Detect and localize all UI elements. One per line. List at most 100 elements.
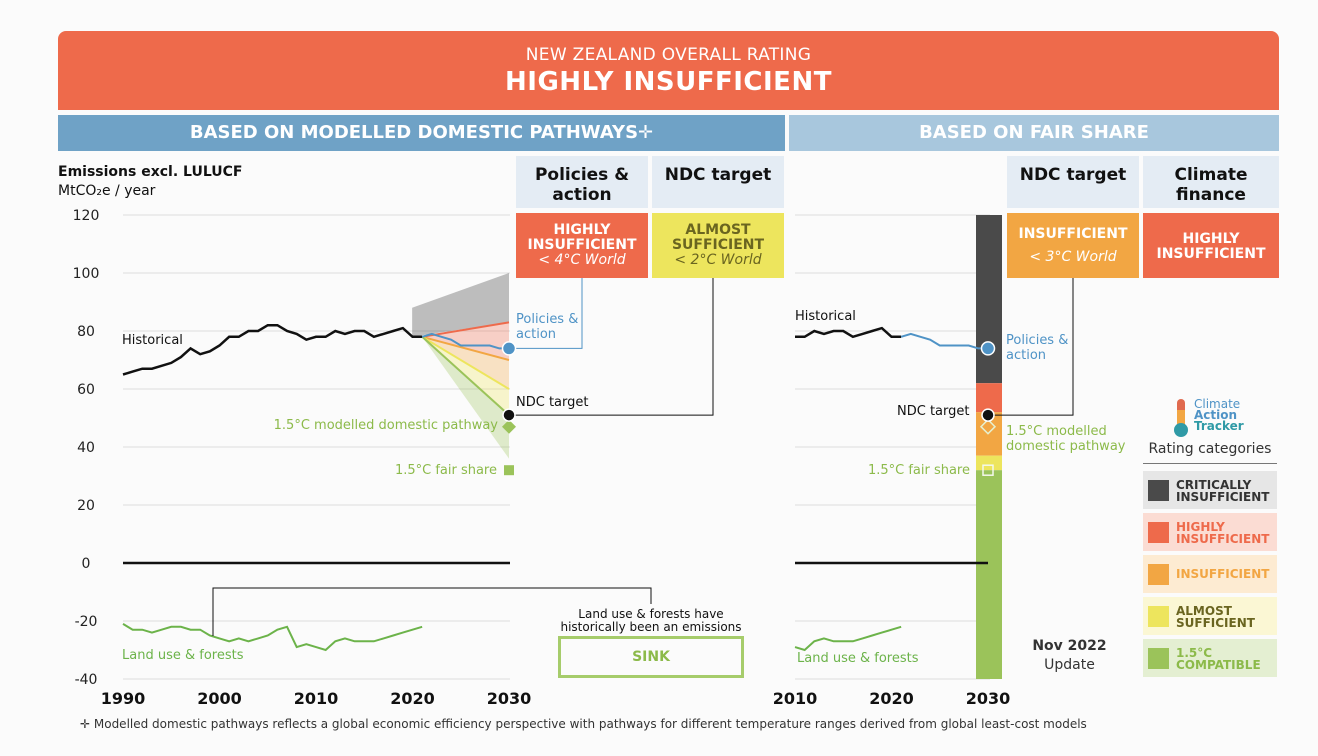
- y-tick-label: 20: [77, 498, 95, 514]
- finance-heading: Climate finance: [1143, 156, 1279, 208]
- y-tick-label: 120: [73, 208, 100, 224]
- logo-line3: Tracker: [1194, 419, 1244, 433]
- axis-unit: MtCO₂e / year: [58, 183, 156, 199]
- axis-title: Emissions excl. LULUCF: [58, 164, 243, 180]
- ndc-left-rating: ALMOST SUFFICIENT: [671, 222, 765, 253]
- land-use-label-right: Land use & forests: [797, 651, 919, 666]
- policies-heading: Policies & action: [516, 156, 648, 208]
- connector-lines: [212, 278, 1074, 636]
- policies-world: < 4°C World: [538, 252, 626, 268]
- legend-label: CRITICALLY INSUFFICIENT: [1176, 478, 1270, 504]
- y-tick-label: 100: [73, 266, 100, 282]
- x-tick-label: 2020: [869, 689, 914, 708]
- left-series-policies-action: [421, 332, 509, 350]
- ndc-right-world: < 3°C World: [1029, 249, 1117, 265]
- connector-ndc-left: [509, 278, 714, 416]
- fair-share-marker: [982, 464, 994, 476]
- right-series-policies-action: [900, 332, 988, 350]
- legend-label: ALMOST SUFFICIENT: [1176, 604, 1255, 630]
- band-modelled-pathways: BASED ON MODELLED DOMESTIC PATHWAYS✛: [58, 115, 785, 151]
- finance-rating: HIGHLY INSUFFICIENT: [1156, 231, 1266, 262]
- ndc-target-label-right: NDC target: [897, 404, 970, 419]
- left-series-historical: [122, 323, 423, 376]
- y-tick-label: 40: [77, 440, 95, 456]
- range-boundary: [421, 336, 510, 416]
- legend-swatch: [1148, 522, 1169, 543]
- ndc-right-heading: NDC target: [1007, 156, 1139, 208]
- left-series-land-use-forests: [122, 623, 423, 652]
- legend-item-critically: CRITICALLY INSUFFICIENT: [1143, 471, 1277, 509]
- series-lines: [122, 323, 988, 652]
- y-tick-labels: 120 100 80 60 40 20 0 -20 -40: [73, 208, 100, 688]
- fair-share-marker: [504, 465, 514, 476]
- range-critically-insufficient: [412, 273, 509, 337]
- cat-logo: Climate Action Tracker: [1194, 397, 1244, 433]
- legend-item-almost: ALMOST SUFFICIENT: [1143, 597, 1277, 635]
- x-tick-label: 2030: [966, 689, 1011, 708]
- legend-swatch: [1148, 480, 1169, 501]
- logo-line2: Action: [1194, 408, 1238, 422]
- legend-swatch: [1148, 564, 1169, 585]
- policies-marker: [501, 341, 517, 356]
- footnote: ✛ Modelled domestic pathways reflects a …: [80, 717, 1087, 731]
- x-tick-labels: 1990 2000 2010 2020 2030 2010 2020 2030: [101, 689, 1011, 708]
- y-tick-label: 60: [77, 382, 95, 398]
- modelled-pathway-label-left: 1.5°C modelled domestic pathway: [273, 418, 498, 433]
- y-tick-label: 0: [82, 556, 91, 572]
- fair-share-segment: [976, 383, 1002, 413]
- x-tick-label: 2010: [773, 689, 818, 708]
- ndc-right-rating: INSUFFICIENT: [1018, 226, 1128, 242]
- connector-sink: [212, 587, 652, 636]
- fair-share-segment: [976, 470, 1002, 679]
- policies-rating-box: HIGHLY INSUFFICIENT < 4°C World: [516, 213, 648, 278]
- historical-label-left: Historical: [122, 333, 183, 348]
- x-tick-label: 2030: [487, 689, 532, 708]
- legend-divider: [1143, 463, 1277, 464]
- y-tick-label: -20: [75, 614, 98, 630]
- update-label: Update: [1044, 657, 1095, 673]
- policies-marker: [980, 341, 996, 356]
- x-tick-label: 2020: [390, 689, 435, 708]
- ndc-target-label-left: NDC target: [516, 395, 589, 410]
- sink-note: Land use & forests have historically bee…: [560, 607, 742, 634]
- policies-label-right: Policies & action: [1006, 333, 1069, 363]
- finance-rating-box: HIGHLY INSUFFICIENT: [1143, 213, 1279, 278]
- legend-item-highly: HIGHLY INSUFFICIENT: [1143, 513, 1277, 551]
- legend-label: 1.5°C COMPATIBLE: [1176, 646, 1261, 672]
- fair-share-segment: [976, 215, 1002, 384]
- legend-item-insufficient: INSUFFICIENT: [1143, 555, 1277, 593]
- connector-ndc-right: [990, 278, 1074, 416]
- policies-rating: HIGHLY INSUFFICIENT: [527, 222, 637, 253]
- sink-box: SINK: [558, 636, 744, 678]
- range-boundary: [421, 335, 510, 390]
- modelled-pathway-marker: [502, 419, 516, 434]
- fair-share-segment: [976, 455, 1002, 471]
- ndc-target-marker: [502, 408, 516, 422]
- y-tick-label: -40: [75, 672, 98, 688]
- overall-rating-header: NEW ZEALAND OVERALL RATING HIGHLY INSUFF…: [58, 31, 1279, 110]
- legend-swatch: [1148, 606, 1169, 627]
- y-tick-label: 80: [77, 324, 95, 340]
- ndc-right-rating-box: INSUFFICIENT < 3°C World: [1007, 213, 1139, 278]
- historical-label-right: Historical: [795, 309, 856, 324]
- modelled-pathway-label-right: 1.5°C modelled domestic pathway: [1006, 424, 1126, 454]
- fair-share-label-left: 1.5°C fair share: [394, 463, 497, 478]
- x-tick-label: 1990: [101, 689, 146, 708]
- right-series-historical: [795, 326, 902, 339]
- pathway-ranges: [412, 273, 510, 459]
- legend-label: INSUFFICIENT: [1176, 567, 1270, 581]
- logo-line1: Climate: [1194, 397, 1241, 411]
- policies-label-left: Policies & action: [516, 312, 579, 342]
- land-use-label-left: Land use & forests: [122, 648, 244, 663]
- ndc-left-heading: NDC target: [652, 156, 784, 208]
- right-series-land-use-forests: [794, 625, 902, 652]
- overall-rating-title: HIGHLY INSUFFICIENT: [505, 67, 832, 97]
- modelled-pathway-marker: [979, 418, 997, 435]
- x-tick-label: 2000: [197, 689, 242, 708]
- fair-share-label-right: 1.5°C fair share: [867, 463, 970, 478]
- gridlines: [123, 214, 990, 680]
- range-1-5-c-compatible: [422, 336, 509, 459]
- x-tick-label: 2010: [294, 689, 339, 708]
- overall-rating-subtitle: NEW ZEALAND OVERALL RATING: [525, 45, 812, 65]
